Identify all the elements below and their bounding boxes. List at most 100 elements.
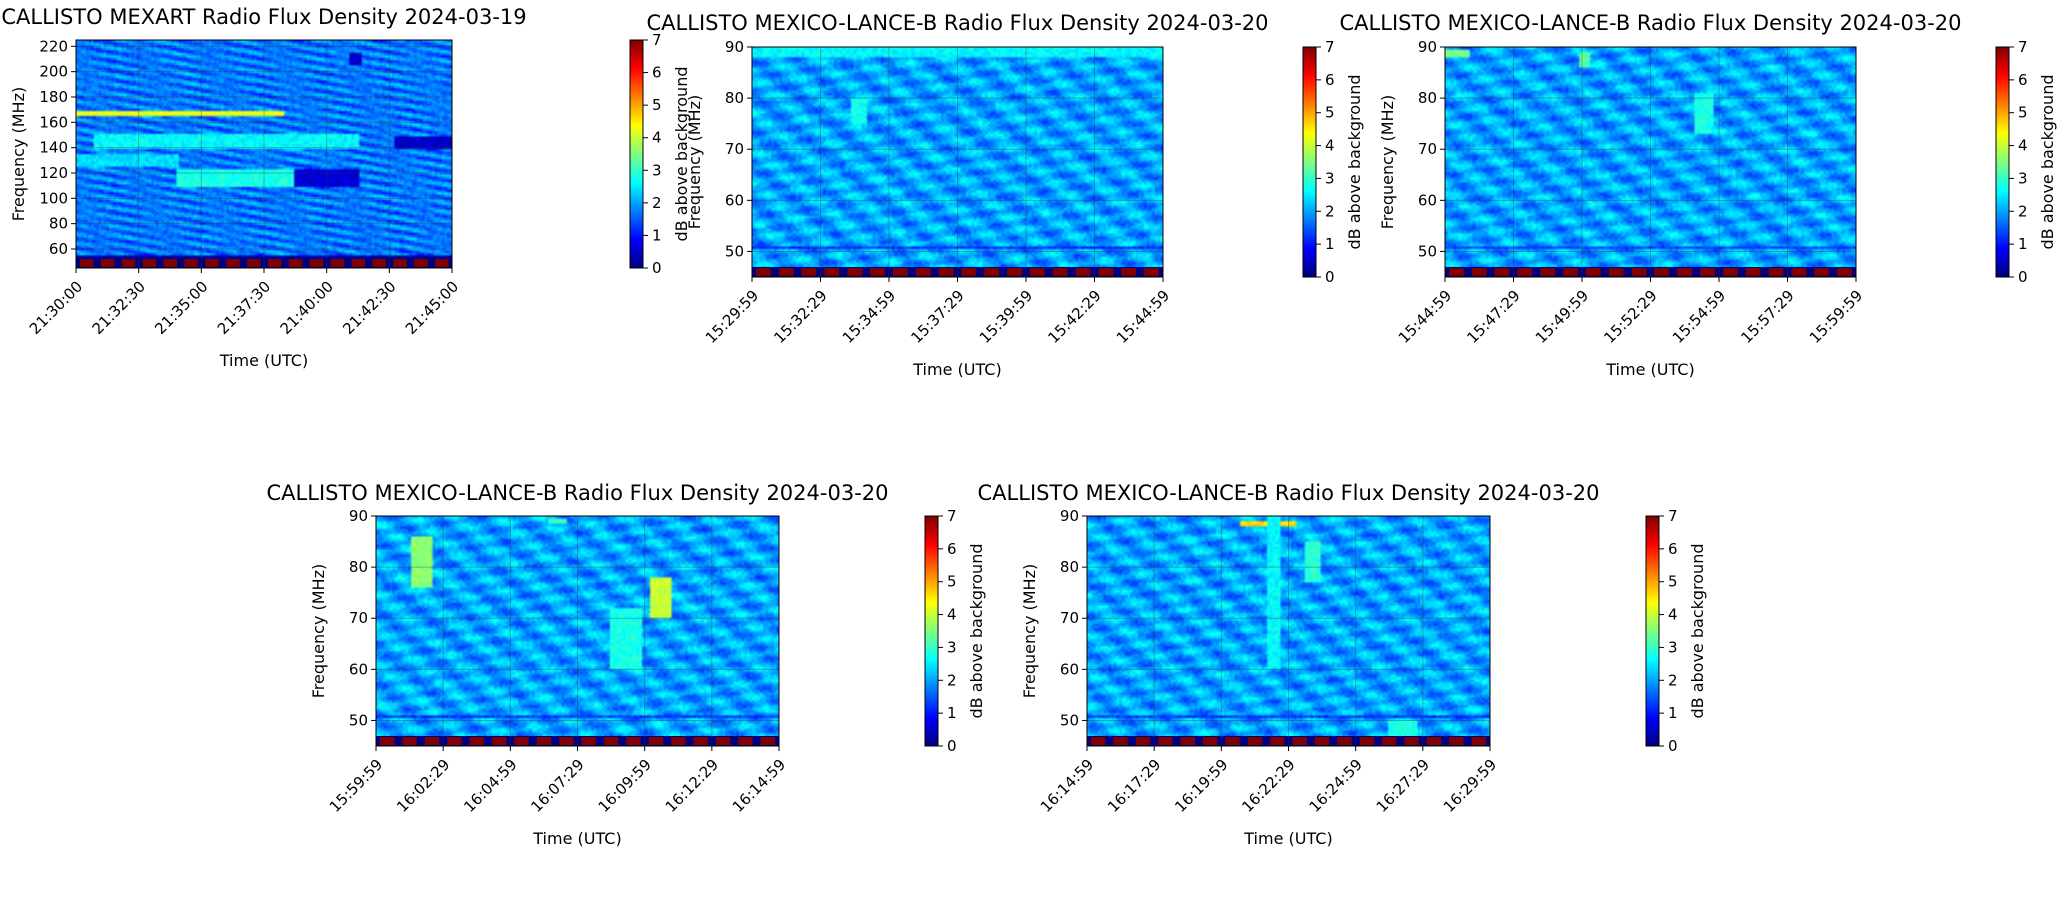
colorbar-tick-label: 5: [652, 96, 662, 114]
colorbar-tick-label: 5: [2018, 104, 2028, 122]
y-tick-label: 70: [1060, 609, 1079, 627]
colorbar: [1995, 46, 2010, 278]
y-tick-label: 120: [39, 164, 68, 182]
x-tick-label: 15:49:59: [1532, 287, 1592, 347]
chart-title: CALLISTO MEXART Radio Flux Density 2024-…: [1, 5, 526, 29]
calibration-marker: [121, 259, 136, 267]
x-tick-label: 16:17:29: [1104, 756, 1164, 816]
colorbar-tick-label: 5: [947, 573, 957, 591]
calibration-marker: [380, 737, 395, 745]
calibration-stripe: [1445, 267, 1856, 277]
x-tick-label: 15:42:29: [1044, 287, 1104, 347]
calibration-marker: [372, 259, 386, 267]
x-tick-label: 21:30:00: [26, 278, 86, 338]
y-tick-label: 180: [39, 88, 68, 106]
x-tick-label: 16:24:59: [1306, 756, 1366, 816]
calibration-marker: [1030, 268, 1045, 276]
calibration-marker: [1608, 268, 1624, 276]
y-tick-label: 200: [39, 63, 68, 81]
spectrogram-panel-5: CALLISTO MEXICO-LANCE-B Radio Flux Densi…: [978, 470, 1710, 923]
y-tick-label: 70: [725, 140, 744, 158]
calibration-marker: [1337, 737, 1352, 745]
x-axis-label: Time (UTC): [912, 360, 1001, 379]
calibration-marker: [626, 737, 641, 745]
x-tick-label: 16:27:29: [1373, 756, 1433, 816]
calibration-marker: [351, 259, 365, 267]
calibration-marker: [1814, 268, 1830, 276]
x-axis-label: Time (UTC): [532, 829, 621, 848]
colorbar-tick-label: 2: [2018, 202, 2028, 220]
colorbar-tick-label: 0: [1325, 268, 1335, 286]
calibration-marker: [603, 737, 619, 745]
calibration-marker: [1098, 268, 1114, 276]
calibration-marker: [738, 737, 753, 745]
x-tick-label: 16:02:29: [393, 756, 453, 816]
x-tick-label: 15:44:59: [1395, 287, 1455, 347]
calibration-marker: [938, 268, 954, 276]
colorbar-tick-label: 3: [1325, 169, 1335, 187]
colorbar-tick-label: 1: [1325, 235, 1335, 253]
calibration-marker: [447, 737, 462, 745]
y-tick-label: 80: [1418, 89, 1437, 107]
x-tick-label: 15:29:59: [702, 287, 762, 347]
y-tick-label: 60: [349, 660, 368, 678]
calibration-marker: [1449, 737, 1464, 745]
spectrogram-chart-5: CALLISTO MEXICO-LANCE-B Radio Flux Densi…: [978, 481, 1707, 848]
calibration-marker: [393, 259, 407, 267]
x-tick-label: 16:19:59: [1171, 756, 1231, 816]
x-axis-label: Time (UTC): [219, 351, 308, 370]
colorbar: [924, 515, 939, 747]
colorbar: [629, 39, 644, 269]
y-tick-label: 70: [349, 609, 368, 627]
calibration-marker: [226, 259, 240, 267]
colorbar-tick-label: 6: [1325, 71, 1335, 89]
spectrogram-chart-3: CALLISTO MEXICO-LANCE-B Radio Flux Densi…: [1340, 11, 2057, 379]
calibration-marker: [247, 259, 261, 267]
calibration-marker: [559, 737, 574, 745]
calibration-marker: [330, 259, 345, 267]
y-tick-label: 90: [725, 38, 744, 56]
x-tick-label: 16:29:59: [1440, 756, 1500, 816]
colorbar-tick-label: 6: [947, 540, 957, 558]
calibration-marker: [870, 268, 885, 276]
spectrogram-chart-2: CALLISTO MEXICO-LANCE-B Radio Flux Densi…: [647, 11, 1364, 379]
colorbar-label: dB above background: [1688, 544, 1707, 719]
colorbar-tick-label: 7: [947, 507, 957, 525]
colorbar-tick-label: 7: [1668, 507, 1678, 525]
calibration-marker: [1540, 268, 1556, 276]
colorbar-tick-label: 4: [1325, 137, 1335, 155]
y-tick-label: 80: [1060, 558, 1079, 576]
x-tick-label: 21:42:30: [339, 278, 399, 338]
calibration-marker: [1247, 737, 1263, 745]
calibration-marker: [424, 737, 440, 745]
calibration-marker: [1791, 268, 1807, 276]
x-tick-label: 15:52:29: [1600, 287, 1660, 347]
calibration-marker: [491, 737, 507, 745]
calibration-marker: [1449, 268, 1464, 276]
x-tick-label: 15:32:29: [770, 287, 830, 347]
colorbar-label: dB above background: [967, 544, 986, 719]
calibration-marker: [847, 268, 863, 276]
colorbar-tick-label: 0: [2018, 268, 2028, 286]
y-tick-label: 90: [1060, 507, 1079, 525]
calibration-marker: [1158, 737, 1173, 745]
x-tick-label: 16:14:59: [729, 756, 789, 816]
calibration-marker: [268, 259, 282, 267]
calibration-marker: [414, 259, 428, 267]
calibration-marker: [893, 268, 908, 276]
colorbar-label: dB above background: [672, 67, 691, 242]
colorbar-tick-label: 6: [2018, 71, 2028, 89]
y-axis-label: Frequency (MHz): [1020, 564, 1039, 698]
calibration-marker: [801, 268, 817, 276]
calibration-marker: [1494, 268, 1510, 276]
colorbar-tick-label: 0: [652, 259, 662, 277]
colorbar-tick-label: 4: [1668, 606, 1678, 624]
y-axis-label: Frequency (MHz): [9, 87, 28, 221]
colorbar-tick-label: 2: [1325, 202, 1335, 220]
y-tick-label: 90: [349, 507, 368, 525]
calibration-marker: [760, 737, 776, 745]
x-axis-label: Time (UTC): [1243, 829, 1332, 848]
calibration-marker: [1135, 737, 1151, 745]
colorbar-tick-label: 1: [947, 704, 957, 722]
colorbar-tick-label: 7: [652, 31, 662, 49]
